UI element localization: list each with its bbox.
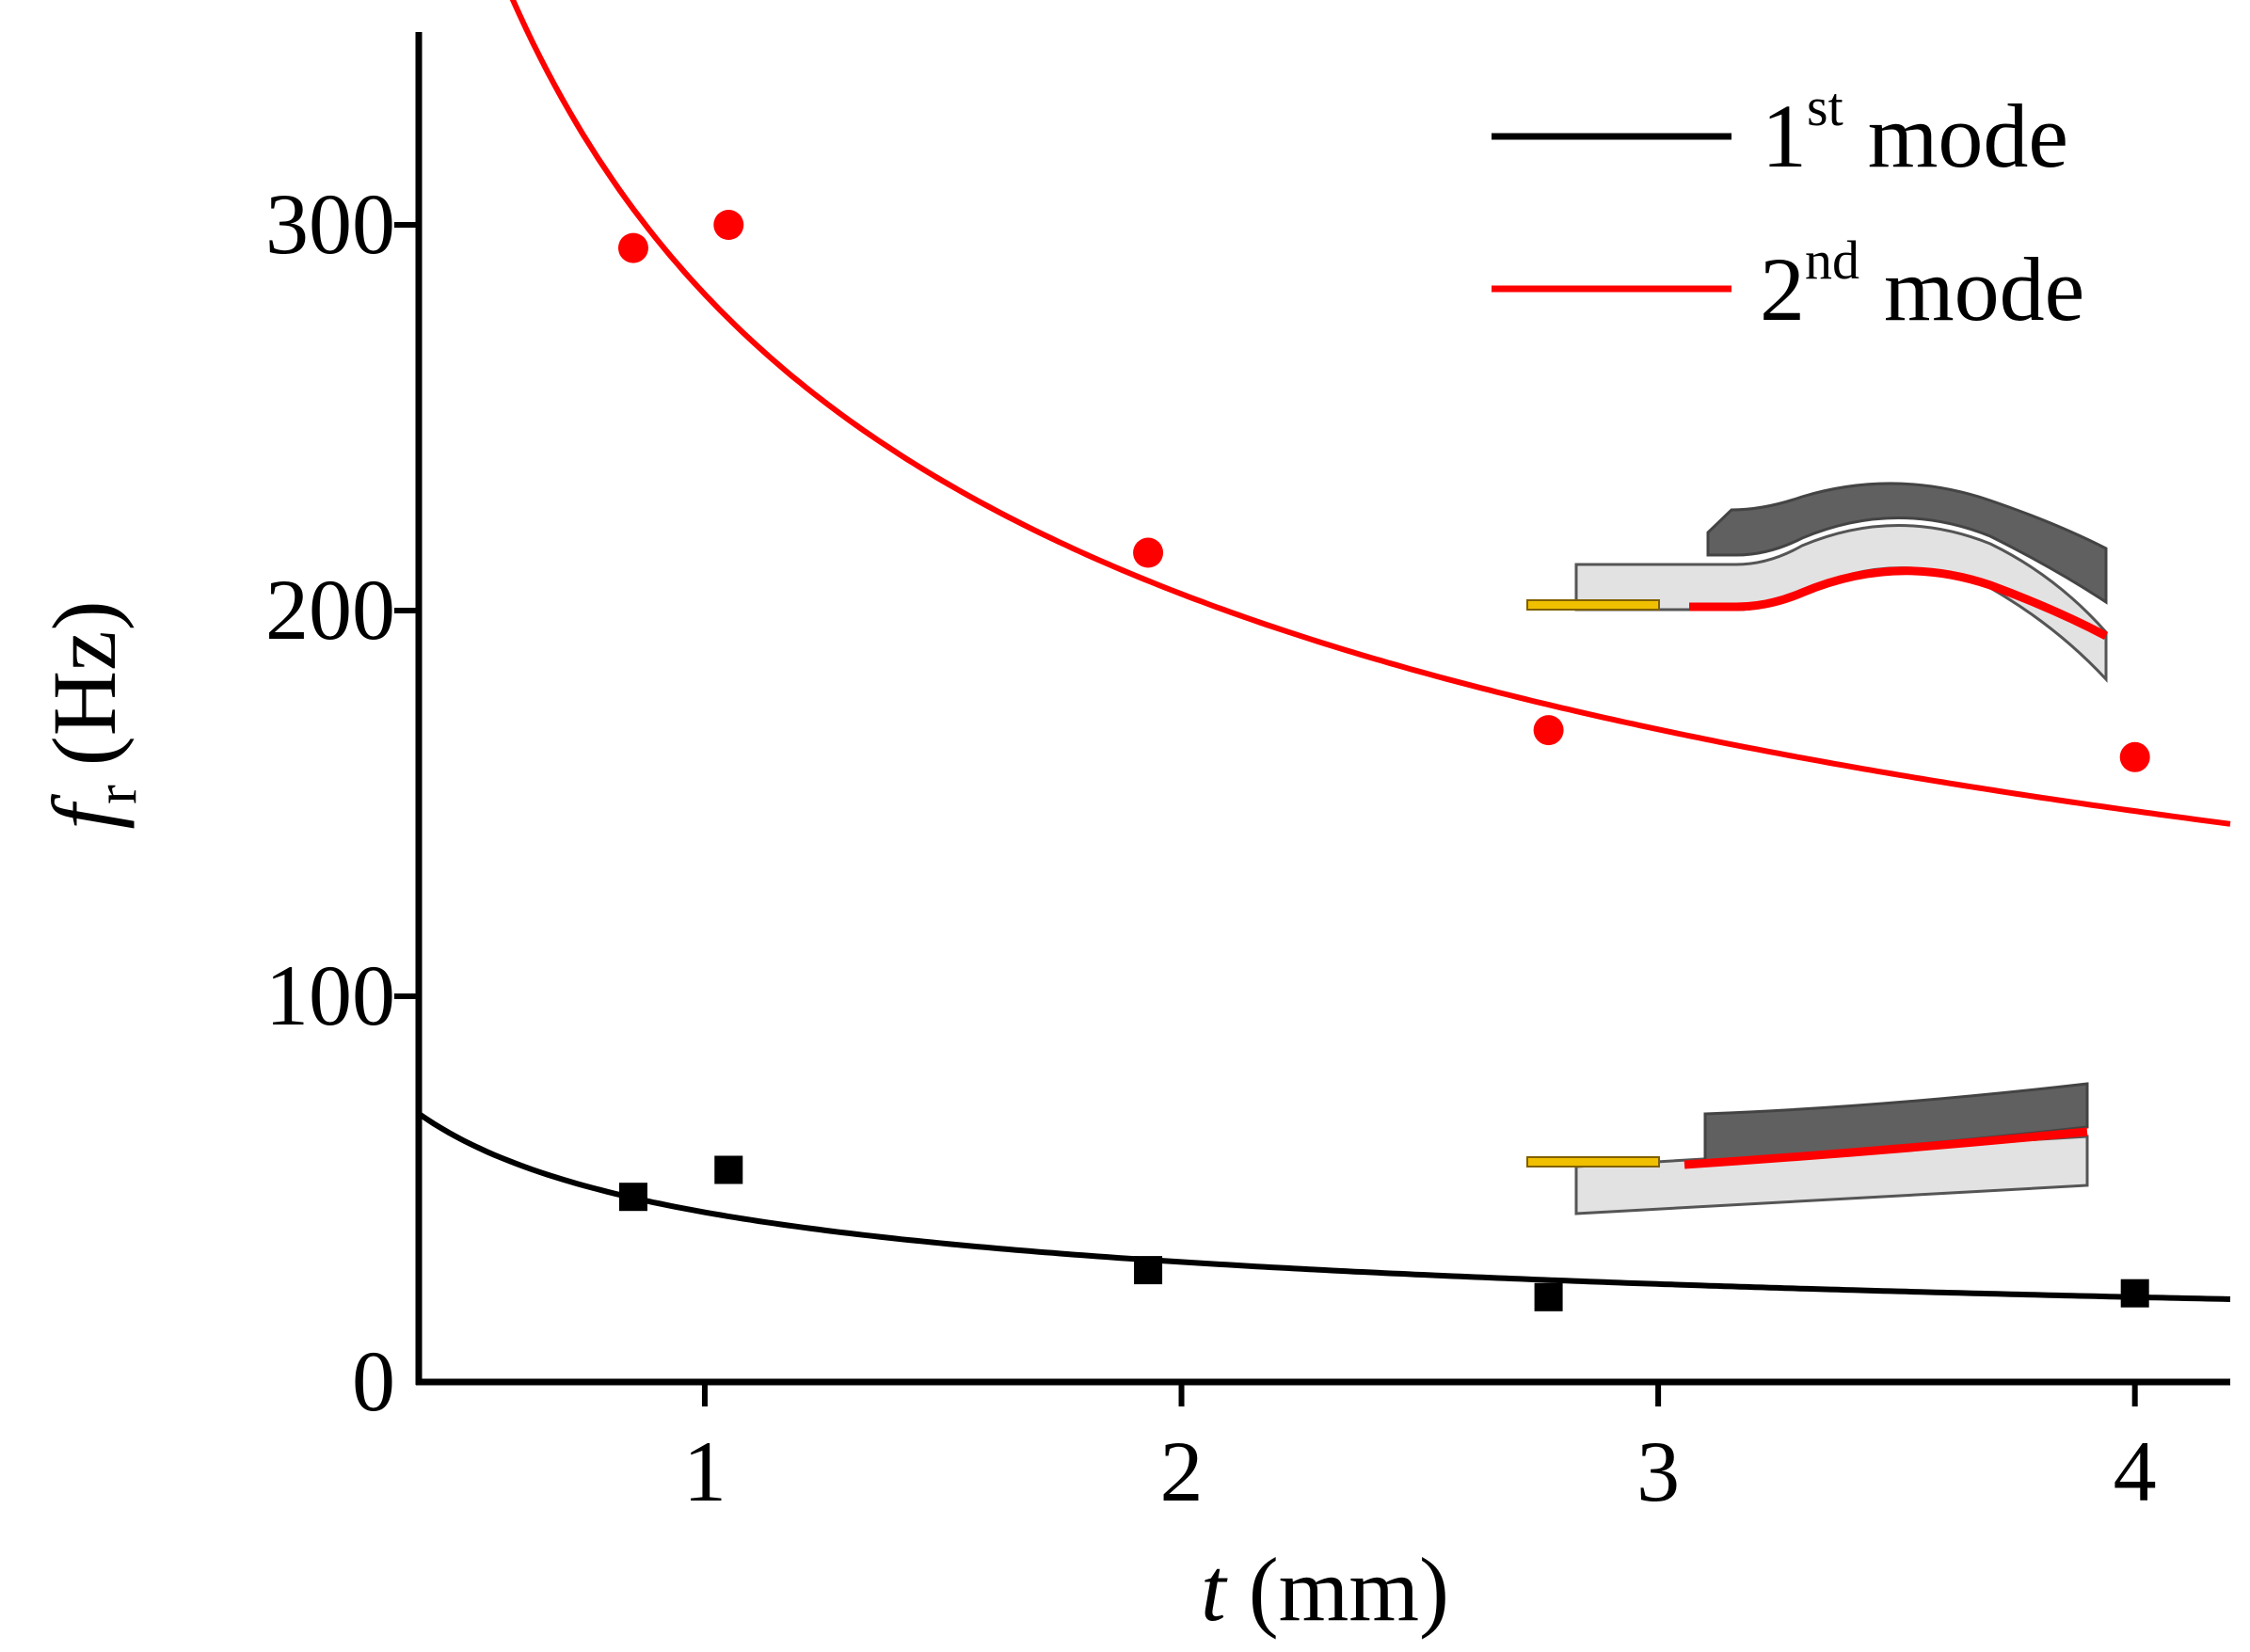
1st-mode-shape-inset	[1526, 1082, 2089, 1215]
y-tick-label: 300	[265, 176, 395, 272]
data-point-1st-mode	[1134, 1256, 1163, 1285]
y-tick-label: 200	[265, 562, 395, 658]
legend-label-1st: 1st mode	[1762, 76, 2068, 186]
inset-1st-red-line	[1684, 1127, 2088, 1169]
data-point-2nd-mode	[1533, 715, 1564, 746]
y-axis-title: fr(Hz)	[34, 600, 149, 829]
y-tick-label: 0	[352, 1333, 395, 1429]
inset-2nd-red-line	[1689, 566, 2109, 640]
x-axis-variable: t	[1201, 1539, 1228, 1640]
inset-2nd-top-layer	[1706, 482, 2108, 605]
data-point-2nd-mode	[713, 210, 744, 240]
y-tick-label: 100	[265, 947, 395, 1043]
plot-area	[417, 0, 2231, 1311]
x-tick-label: 4	[2114, 1423, 2157, 1519]
fit-curve-2nd-mode	[509, 0, 2231, 827]
data-point-1st-mode	[714, 1155, 743, 1184]
x-tick-label: 2	[1160, 1423, 1204, 1519]
x-tick-label: 3	[1636, 1423, 1680, 1519]
y-axis-subscript: r	[85, 785, 149, 804]
data-point-1st-mode	[1534, 1282, 1563, 1311]
x-axis-unit: (mm)	[1249, 1539, 1449, 1640]
data-point-2nd-mode	[617, 232, 648, 263]
y-axis-unit: (Hz)	[34, 600, 135, 766]
axis-ticks: 1 2 3 4 0 100 200 300	[265, 176, 2157, 1519]
data-point-1st-mode	[618, 1183, 647, 1212]
fit-curve-1st-mode	[417, 1111, 2231, 1302]
inset-1st-substrate	[1574, 1135, 2089, 1215]
inset-2nd-electrode	[1526, 599, 1660, 611]
data-point-2nd-mode	[1133, 537, 1164, 568]
data-point-1st-mode	[2120, 1279, 2149, 1308]
inset-1st-electrode	[1526, 1156, 1660, 1168]
x-tick-label: 1	[683, 1423, 726, 1519]
legend: 1st mode 2nd mode	[1492, 76, 2084, 340]
2nd-mode-shape-inset	[1526, 482, 2109, 683]
legend-label-2nd: 2nd mode	[1760, 230, 2084, 340]
data-point-2nd-mode	[2119, 741, 2150, 772]
x-axis-title: t (mm)	[1201, 1539, 1449, 1640]
